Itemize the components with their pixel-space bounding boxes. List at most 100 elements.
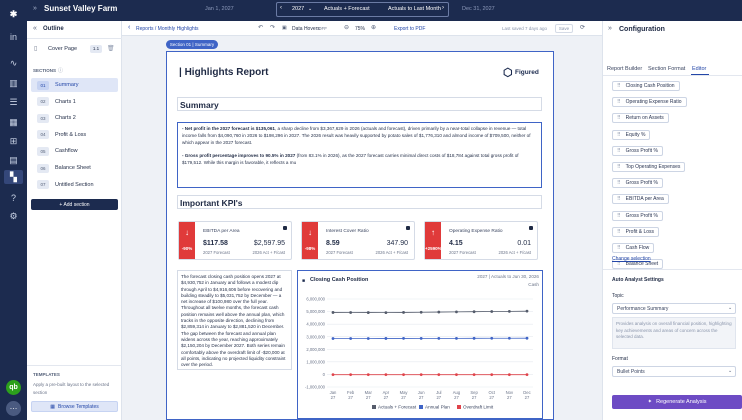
cash-chart-card[interactable] <box>297 270 543 419</box>
drag-handle-icon[interactable]: ⠿ <box>617 164 621 170</box>
save-button[interactable]: Save <box>555 24 573 33</box>
element-label: Equity % <box>625 131 646 138</box>
kpi-heading-box[interactable] <box>177 195 542 209</box>
kpi-menu-icon[interactable] <box>283 226 287 230</box>
report-title[interactable]: | Highlights Report <box>179 67 269 78</box>
zoom-in-icon[interactable]: ⊕ <box>371 25 377 31</box>
cash-commentary[interactable]: The forecast closing cash position opens… <box>177 270 292 370</box>
breadcrumb[interactable]: Reports / Monthly Highlights <box>136 26 199 32</box>
company-name[interactable]: Sunset Valley Farm <box>44 4 118 13</box>
element-button[interactable]: ⠿ Gross Profit % <box>612 210 663 221</box>
element-button[interactable]: ⠿ Profit & Loss <box>612 226 660 237</box>
element-button[interactable]: ⠿ EBITDA per Area <box>612 194 669 205</box>
calendar-icon[interactable]: ▦ <box>9 117 18 127</box>
change-selection-link[interactable]: Change selection <box>612 256 651 262</box>
more-icon[interactable]: … <box>6 401 21 416</box>
drag-handle-icon[interactable]: ⠿ <box>617 83 621 89</box>
add-section-button[interactable]: + Add section <box>31 199 118 210</box>
kpi-change: -90% <box>181 246 193 251</box>
year-select[interactable]: 2027 <box>292 6 305 12</box>
kpi-card[interactable]: ↓ -90% EBITDA per Area $117.58 $2,597.95 2027… <box>178 221 292 260</box>
kpi-card[interactable]: ↑ +2590% Operating Expense Ratio 4.15 0.01 20… <box>424 221 538 260</box>
expand-icon[interactable]: » <box>33 5 37 12</box>
zoom-level[interactable]: 75% <box>355 26 366 32</box>
section-tag[interactable]: Section 01 | Summary <box>166 40 218 49</box>
list-icon[interactable]: ☰ <box>9 97 18 107</box>
prev-icon[interactable]: ‹ <box>280 5 282 11</box>
redo-icon[interactable]: ↷ <box>270 25 276 31</box>
drag-handle-icon[interactable]: ⠿ <box>617 180 621 187</box>
section-item[interactable]: 06 Balance Sheet <box>31 161 118 175</box>
settings-icon[interactable]: ⚙ <box>9 211 18 221</box>
tab-report-builder[interactable]: Report Builder <box>607 66 643 72</box>
expand-icon[interactable]: » <box>608 25 612 32</box>
element-button[interactable]: ⠿ Cash Flow <box>612 243 655 253</box>
zoom-out-icon[interactable]: ⊖ <box>344 25 350 31</box>
period-selector[interactable] <box>276 2 449 17</box>
y-tick-label: 6,000,000 <box>306 297 325 302</box>
undo-icon[interactable]: ↶ <box>258 25 264 31</box>
grid-icon[interactable]: ⊞ <box>9 136 18 146</box>
section-item[interactable]: 01 Summary <box>31 78 118 92</box>
kpi-menu-icon[interactable] <box>529 226 533 230</box>
document-icon[interactable]: ▤ <box>9 155 18 165</box>
cover-page-item[interactable]: Cover Page <box>48 46 78 52</box>
data-hovers-toggle[interactable]: OFF <box>318 26 327 31</box>
compare-select[interactable]: Actuals to Last Month <box>388 6 441 12</box>
section-item[interactable]: 03 Charts 2 <box>31 111 118 125</box>
data-point <box>419 336 423 340</box>
section-item[interactable]: 02 Charts 1 <box>31 95 118 109</box>
drag-handle-icon[interactable]: ⠿ <box>617 228 621 235</box>
back-icon[interactable]: ‹ <box>128 24 131 31</box>
y-tick-label: 4,000,000 <box>306 322 325 327</box>
drag-handle-icon[interactable]: ⠿ <box>617 115 621 122</box>
collapse-icon[interactable]: « <box>33 25 37 32</box>
topic-select[interactable]: Performance Summary <box>612 303 736 314</box>
reports-icon[interactable]: ▚ <box>10 172 17 182</box>
drag-handle-icon[interactable]: ⠿ <box>617 212 621 219</box>
drag-handle-icon[interactable]: ⠿ <box>617 261 621 268</box>
format-select[interactable]: Bullet Points <box>612 366 736 377</box>
y-tick-label: 2,000,000 <box>306 347 325 352</box>
next-icon[interactable]: › <box>442 5 444 11</box>
element-button[interactable]: ⠿ Equity % <box>612 129 651 140</box>
section-item[interactable]: 07 Untitled Section <box>31 178 118 192</box>
quickbooks-icon[interactable]: qb <box>6 380 21 395</box>
element-button[interactable]: ⠿ Return on Assets <box>612 113 669 124</box>
legend-label: Overdraft Limit <box>463 405 494 410</box>
drag-handle-icon[interactable]: ⠿ <box>617 131 621 138</box>
home-icon[interactable]: in <box>9 32 17 42</box>
tab-section-format[interactable]: Section Format <box>648 66 686 72</box>
section-item[interactable]: 05 Cashflow <box>31 144 118 158</box>
element-button[interactable]: ⠿ Top Operating Expenses <box>612 162 686 172</box>
figured-logo-icon[interactable]: ✱ <box>9 9 18 19</box>
help-icon[interactable]: ? <box>10 193 16 203</box>
pulse-icon[interactable]: ∿ <box>9 58 18 68</box>
browse-templates-button[interactable]: ▦ Browse Templates <box>31 401 118 412</box>
export-pdf-button[interactable]: Export to PDF <box>394 26 426 32</box>
kpi-menu-icon[interactable] <box>406 226 410 230</box>
kpi-card[interactable]: ↓ -98% Interest Cover Ratio 8.59 347.90 2027 … <box>301 221 415 260</box>
date-start[interactable]: Jan 1, 2027 <box>205 6 234 12</box>
regenerate-analysis-button[interactable]: ✦ Regenerate Analysis <box>612 395 742 409</box>
chart-icon[interactable]: ▥ <box>9 78 18 88</box>
drag-handle-icon[interactable]: ⠿ <box>617 147 621 154</box>
element-button[interactable]: ⠿ Balance Sheet <box>612 259 664 270</box>
element-button[interactable]: ⠿ Gross Profit % <box>612 178 663 189</box>
section-item[interactable]: 04 Profit & Loss <box>31 128 118 142</box>
date-end[interactable]: Dec 31, 2027 <box>462 6 495 12</box>
data-hovers-label: Data Hovers <box>292 26 320 32</box>
tab-editor[interactable]: Editor <box>692 66 707 72</box>
drag-handle-icon[interactable]: ⠿ <box>617 196 621 203</box>
topic-description[interactable]: Provides analysis on overall financial p… <box>612 317 736 349</box>
element-button[interactable]: ⠿ Gross Profit % <box>612 145 663 156</box>
summary-text[interactable]: - Net profit in the 2027 forecast is $13… <box>177 122 542 188</box>
summary-heading-box[interactable] <box>177 97 542 111</box>
mode-select[interactable]: Actuals + Forecast <box>324 6 370 12</box>
drag-handle-icon[interactable]: ⠿ <box>617 99 621 106</box>
element-button[interactable]: ⠿ Operating Expense Ratio <box>612 97 687 108</box>
element-button[interactable]: ⠿ Closing Cash Position <box>612 81 680 91</box>
refresh-icon[interactable]: ⟳ <box>580 25 586 31</box>
trash-icon[interactable]: 🗑 <box>107 46 115 52</box>
drag-handle-icon[interactable]: ⠿ <box>617 245 621 251</box>
